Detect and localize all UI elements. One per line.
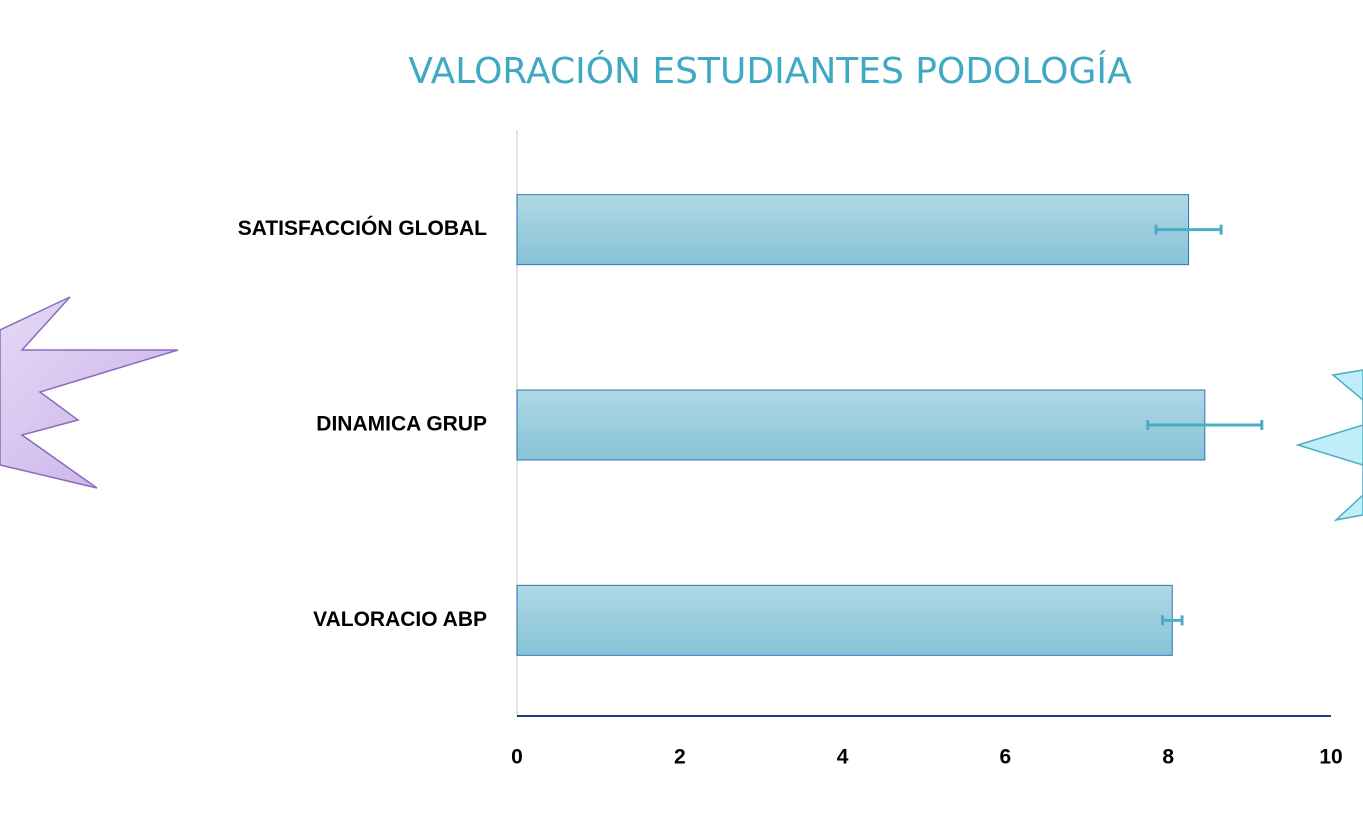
- x-tick-label: 6: [1000, 746, 1012, 769]
- y-tick-label: DINAMICA GRUP: [316, 413, 487, 436]
- x-tick-label: 0: [511, 746, 523, 769]
- decor-star: [1295, 369, 1363, 522]
- chart-title: VALORACIÓN ESTUDIANTES PODOLOGÍA: [408, 50, 1132, 92]
- error-bar: [1161, 615, 1184, 626]
- x-tick-label: 4: [837, 746, 849, 769]
- y-tick-label: VALORACIO ABP: [313, 608, 487, 631]
- y-tick-label: SATISFACCIÓN GLOBAL: [238, 216, 487, 240]
- error-bar: [1146, 420, 1264, 430]
- x-tick-label: 2: [674, 746, 686, 769]
- x-tick-label: 8: [1162, 746, 1174, 769]
- bar: [516, 389, 1206, 461]
- x-tick-label: 10: [1319, 746, 1342, 769]
- decor-star: [0, 296, 179, 489]
- bar: [516, 584, 1173, 656]
- error-bar: [1154, 224, 1223, 235]
- bar: [516, 194, 1190, 266]
